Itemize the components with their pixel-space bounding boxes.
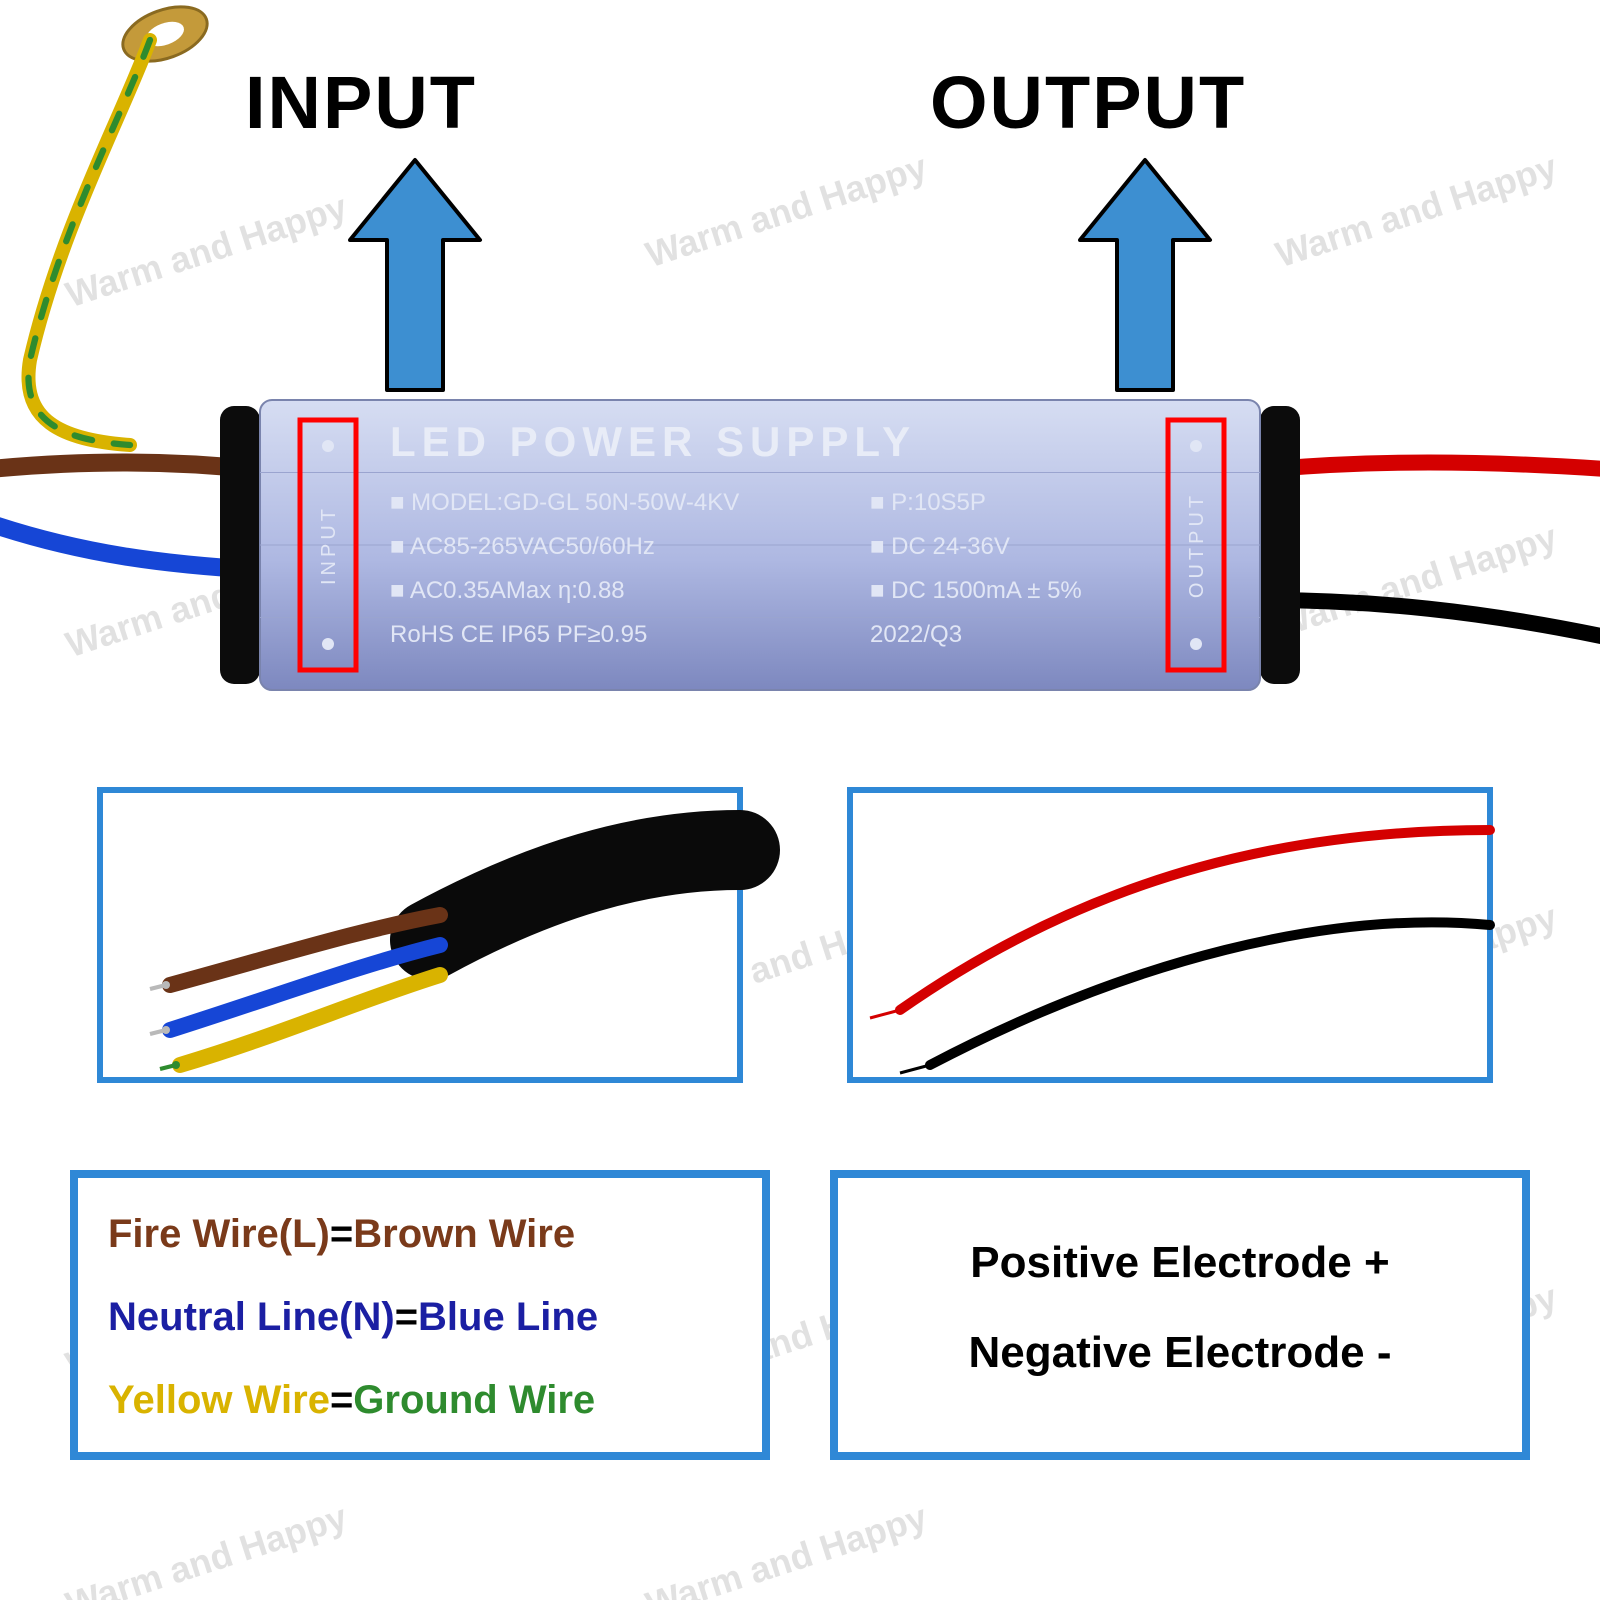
legend-output-electrodes: Positive Electrode +Negative Electrode -	[830, 1170, 1530, 1460]
svg-text:■ DC 1500mA ± 5%: ■ DC 1500mA ± 5%	[870, 577, 1082, 604]
svg-text:■ AC0.35AMax η:0.88: ■ AC0.35AMax η:0.88	[390, 577, 625, 604]
svg-text:OUTPUT: OUTPUT	[1186, 492, 1208, 598]
diagram-canvas: Warm and HappyWarm and HappyWarm and Hap…	[0, 0, 1600, 1600]
svg-text:■ AC85-265VAC50/60Hz: ■ AC85-265VAC50/60Hz	[390, 533, 655, 560]
legend-input-wires: Fire Wire(L)=Brown WireNeutral Line(N)=B…	[70, 1170, 770, 1460]
svg-text:■ P:10S5P: ■ P:10S5P	[870, 489, 986, 516]
svg-text:■ MODEL:GD-GL 50N-50W-4KV: ■ MODEL:GD-GL 50N-50W-4KV	[390, 489, 739, 516]
svg-text:2022/Q3: 2022/Q3	[870, 621, 962, 648]
svg-text:■ DC 24-36V: ■ DC 24-36V	[870, 533, 1010, 560]
svg-text:INPUT: INPUT	[318, 505, 340, 585]
svg-text:LED POWER SUPPLY: LED POWER SUPPLY	[390, 418, 916, 465]
svg-text:RoHS CE IP65 PF≥0.95: RoHS CE IP65 PF≥0.95	[390, 621, 647, 648]
